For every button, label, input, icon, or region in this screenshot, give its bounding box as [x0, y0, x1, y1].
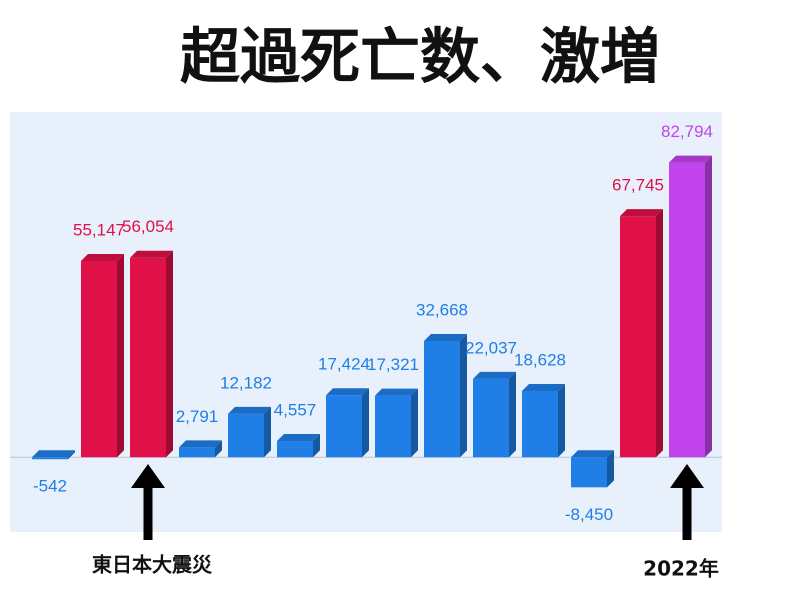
bar-side [411, 388, 418, 458]
bar [375, 395, 411, 458]
bar-side [68, 450, 75, 460]
bar [571, 457, 607, 488]
bar-top [522, 383, 565, 391]
value-label: 32,668 [416, 300, 468, 319]
annotation: 東日本大震災 [92, 553, 213, 577]
bar-top [130, 250, 173, 258]
bar-top [326, 388, 369, 396]
value-label: 17,424 [318, 355, 370, 374]
arrow-head [670, 464, 704, 488]
annotation: 2022年 [643, 557, 719, 581]
value-label: -542 [33, 477, 67, 496]
bar [130, 257, 166, 458]
arrow-head [131, 464, 165, 488]
bar-top [375, 388, 418, 396]
bar-side [215, 440, 222, 458]
bar [620, 216, 656, 458]
bar [522, 390, 558, 458]
value-label: 67,745 [612, 176, 664, 195]
bar-top [32, 450, 75, 458]
bar [81, 260, 117, 458]
bar [424, 340, 460, 458]
bar [32, 457, 68, 460]
bar-top [81, 253, 124, 261]
value-label: 2,791 [176, 407, 219, 426]
bar-side [362, 388, 369, 458]
value-label: 22,037 [465, 338, 517, 357]
bar-side [264, 406, 271, 458]
bar [473, 378, 509, 458]
value-label: 18,628 [514, 350, 566, 369]
value-label: -8,450 [565, 505, 613, 524]
bar-top [669, 155, 712, 163]
bar-side [117, 253, 124, 458]
chart-title: 超過死亡数、激増 [180, 23, 660, 93]
value-label: 82,794 [661, 122, 713, 141]
bar [179, 447, 215, 458]
bar-top [424, 333, 467, 341]
bar-top [473, 371, 516, 379]
bar-side [509, 371, 516, 458]
bar-side [607, 450, 614, 488]
bar-side [558, 383, 565, 458]
bar-top [228, 406, 271, 414]
bar [277, 441, 313, 458]
value-label: 56,054 [122, 217, 174, 236]
bar-top [179, 440, 222, 448]
bar [326, 395, 362, 458]
bar [228, 413, 264, 458]
bar-side [705, 155, 712, 458]
value-label: 55,147 [73, 220, 125, 239]
bar-top [277, 434, 320, 442]
bar-top [620, 209, 663, 217]
bar-top [571, 450, 614, 458]
bar [669, 162, 705, 458]
bar-side [313, 434, 320, 458]
value-label: 17,321 [367, 355, 419, 374]
bar-side [656, 209, 663, 458]
bar-side [460, 333, 467, 458]
value-label: 12,182 [220, 373, 272, 392]
value-label: 4,557 [274, 401, 317, 420]
bar-side [166, 250, 173, 458]
